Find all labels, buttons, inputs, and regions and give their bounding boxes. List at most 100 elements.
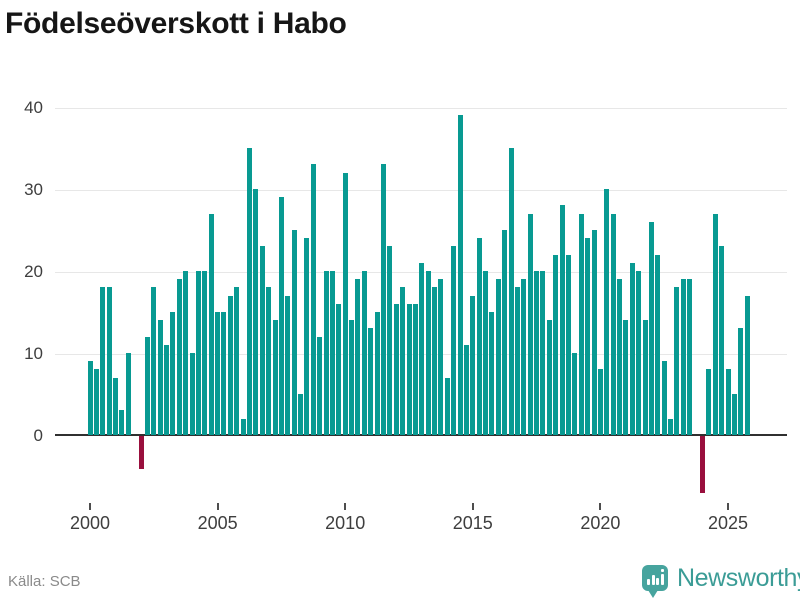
bar-2003-q3	[176, 279, 182, 435]
bar-2023-q2	[680, 279, 686, 435]
bar-2021-q4	[642, 320, 648, 435]
bar-2005-q1	[215, 312, 221, 435]
bar-2018-q1	[546, 320, 552, 435]
y-axis-label-30: 30	[24, 180, 43, 199]
bar-2017-q2	[527, 213, 533, 435]
bar-2001-q3	[125, 353, 131, 435]
bar-2006-q3	[253, 189, 259, 435]
bar-2012-q1	[393, 303, 399, 435]
bar-2005-q4	[234, 287, 240, 435]
bar-2018-q2	[553, 254, 559, 435]
x-axis-label-2000: 2000	[69, 513, 111, 533]
bar-2010-q3	[355, 279, 361, 435]
bar-2001-q2	[119, 410, 125, 435]
bar-2015-q3	[483, 271, 489, 435]
x-tick-2025	[727, 503, 729, 510]
x-axis-label-2020: 2020	[580, 513, 621, 533]
x-tick-2000	[89, 503, 91, 510]
bar-2020-q4	[617, 279, 623, 435]
bar-2012-q3	[406, 303, 412, 435]
bar-2000-q4	[106, 287, 112, 435]
bar-2021-q2	[629, 262, 635, 435]
bar-2014-q2	[451, 246, 457, 435]
bar-2024-q2	[706, 369, 712, 435]
bar-2024-q3	[712, 213, 718, 435]
bar-2009-q1	[317, 336, 323, 435]
page-title: Födelseöverskott i Habo	[5, 7, 347, 40]
y-axis-label-40: 40	[24, 98, 43, 117]
x-tick-2015	[471, 503, 474, 510]
bar-2002-q1	[138, 436, 144, 469]
bar-2005-q3	[227, 295, 233, 435]
x-axis-label-2025: 2025	[707, 513, 749, 533]
bar-2022-q3	[661, 361, 667, 435]
bar-2013-q3	[432, 287, 438, 435]
bar-2018-q4	[566, 254, 571, 435]
bar-2017-q4	[540, 271, 546, 435]
y-axis-label-20: 20	[24, 262, 43, 281]
bar-2002-q2	[144, 336, 150, 435]
x-axis-line	[55, 434, 787, 436]
x-axis-label-2015: 2015	[452, 513, 493, 533]
bar-2003-q4	[183, 271, 189, 435]
bar-2019-q2	[578, 213, 584, 435]
bar-2009-q3	[329, 271, 335, 435]
x-tick-2010	[344, 503, 347, 510]
bar-2007-q2	[272, 320, 278, 435]
bar-2019-q3	[585, 238, 591, 435]
bar-2016-q4	[514, 287, 520, 435]
bar-2009-q4	[336, 303, 342, 435]
bar-2004-q3	[202, 271, 208, 435]
bar-2025-q3	[738, 328, 744, 435]
bar-2023-q3	[687, 279, 693, 435]
bar-2023-q1	[674, 287, 680, 435]
bar-2010-q4	[361, 271, 367, 435]
bar-2010-q1	[342, 172, 348, 435]
bar-2004-q1	[189, 353, 195, 435]
bar-2008-q4	[310, 164, 316, 435]
bar-2016-q1	[495, 279, 501, 435]
bar-2011-q1	[368, 328, 374, 435]
bar-2008-q1	[291, 230, 297, 435]
bar-2020-q1	[597, 369, 603, 435]
bar-2010-q2	[349, 320, 355, 435]
bar-2014-q3	[457, 115, 463, 435]
x-axis-label-2010: 2010	[325, 513, 366, 533]
bar-2008-q3	[304, 238, 310, 435]
bar-2006-q1	[240, 418, 246, 435]
bar-2025-q1	[725, 369, 731, 435]
bar-2025-q4	[744, 295, 750, 435]
bar-2020-q2	[604, 189, 610, 435]
bar-2011-q4	[387, 246, 393, 435]
bar-2015-q1	[470, 295, 476, 435]
bar-2015-q4	[489, 312, 495, 435]
newsworthy-wordmark: Newsworthy	[677, 564, 800, 592]
bar-2016-q3	[508, 148, 514, 435]
bar-2013-q4	[438, 279, 444, 435]
bar-2021-q1	[623, 320, 629, 435]
x-tick-2020	[599, 503, 602, 510]
bar-2009-q2	[323, 271, 329, 435]
bar-2017-q3	[534, 271, 540, 435]
bar-2001-q1	[113, 377, 119, 435]
bar-2013-q2	[425, 271, 431, 435]
gridline-40	[55, 108, 787, 109]
bar-2007-q4	[285, 295, 291, 435]
bar-2022-q2	[655, 254, 661, 435]
bar-2015-q2	[476, 238, 482, 435]
bar-2003-q2	[170, 312, 176, 435]
bar-2014-q1	[444, 377, 450, 435]
bar-2020-q3	[610, 213, 616, 435]
bar-2011-q2	[374, 312, 380, 435]
bar-2000-q3	[100, 287, 106, 435]
bar-2022-q1	[648, 221, 654, 435]
newsworthy-logo[interactable]: Newsworthy	[642, 564, 800, 600]
bar-2007-q3	[278, 197, 284, 435]
newsworthy-chart-bubble-icon	[642, 565, 668, 598]
bar-2003-q1	[164, 344, 170, 435]
bar-2002-q4	[157, 320, 163, 435]
bar-2022-q4	[668, 418, 674, 435]
bar-2007-q1	[266, 287, 272, 435]
bar-2006-q2	[247, 148, 252, 435]
bar-2024-q4	[719, 246, 725, 435]
